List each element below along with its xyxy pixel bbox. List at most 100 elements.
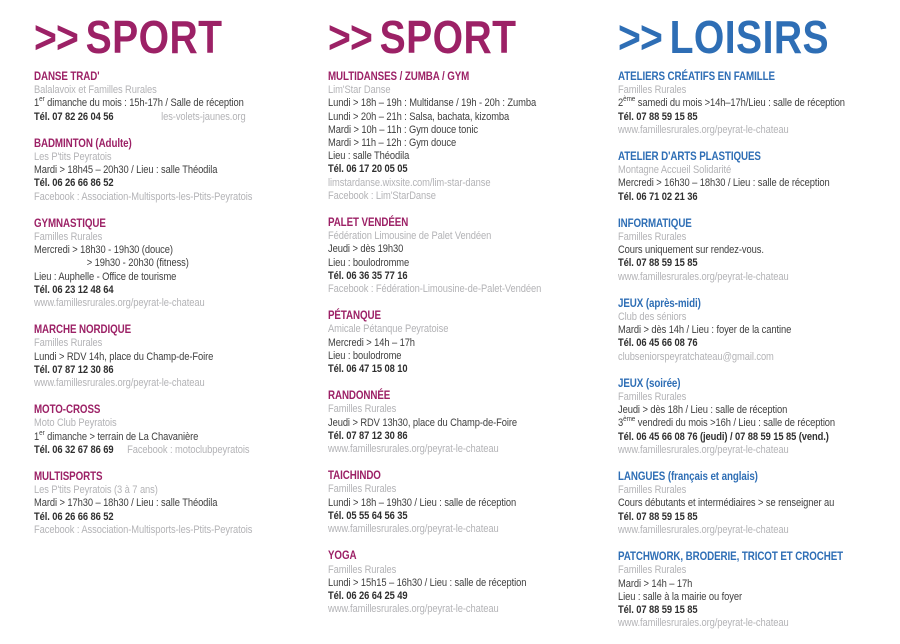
org-line: Balalavoix et Familles Rurales bbox=[34, 84, 320, 97]
info-line: Cours débutants et intermédiaires > se r… bbox=[618, 497, 900, 510]
info-line: Cours uniquement sur rendez-vous. bbox=[618, 244, 900, 257]
activity-title: JEUX (après-midi) bbox=[618, 297, 701, 310]
schedule-line: Lundi > 20h – 21h : Salsa, bachata, kizo… bbox=[328, 111, 614, 124]
activity-entry: MARCHE NORDIQUE Familles Rurales Lundi > R… bbox=[34, 324, 320, 390]
venue-line: Lieu : salle Théodila bbox=[328, 150, 614, 163]
website-line: www.famillesrurales.org/peyrat-le-chatea… bbox=[618, 271, 900, 284]
text-segment: Mardi > 14h – 17h bbox=[618, 577, 693, 590]
activity-entry: JEUX (après-midi) Club des séniors Mardi >… bbox=[618, 298, 900, 364]
text-segment: Lieu : salle Théodila bbox=[328, 150, 410, 163]
activity-entry: JEUX (soirée) Familles Rurales Jeudi > dès… bbox=[618, 378, 900, 457]
activity-entry: INFORMATIQUE Familles Rurales Cours unique… bbox=[618, 218, 900, 284]
activity-entry: MULTISPORTS Les P'tits Peyratois (3 à 7 a… bbox=[34, 471, 320, 537]
text-segment: Familles Rurales bbox=[618, 391, 687, 404]
org-line: Familles Rurales bbox=[618, 564, 900, 577]
text-segment: www.famillesrurales.org/peyrat-le-chatea… bbox=[618, 123, 789, 136]
website-line: www.famillesrurales.org/peyrat-le-chatea… bbox=[328, 523, 614, 536]
schedule-line: Jeudi > dès 18h / Lieu : salle de récept… bbox=[618, 404, 900, 417]
facebook-line: Facebook : Fédération-Limousine-de-Palet… bbox=[328, 283, 614, 296]
text-segment: Tél. 06 45 66 08 76 bbox=[618, 337, 698, 350]
text-segment: Familles Rurales bbox=[618, 231, 687, 244]
chevrons-icon: >> bbox=[618, 11, 663, 63]
activity-title: DANSE TRAD' bbox=[34, 71, 100, 83]
activity-title: RANDONNÉE bbox=[328, 390, 391, 403]
venue-line: Lieu : salle à la mairie ou foyer bbox=[618, 591, 900, 604]
text-segment: Jeudi > RDV 13h30, place du Champ-de-Foi… bbox=[328, 416, 517, 429]
text-segment: ème bbox=[623, 94, 636, 104]
text-segment: Familles Rurales bbox=[328, 403, 397, 416]
text-segment: Mardi > 18h45 – 20h30 / Lieu : salle Thé… bbox=[34, 164, 218, 177]
text-segment: Tél. 07 88 59 15 85 bbox=[618, 257, 698, 270]
text-segment: Tél. 06 71 02 21 36 bbox=[618, 190, 698, 203]
activity-title: MOTO-CROSS bbox=[34, 404, 101, 417]
text-segment: Amicale Pétanque Peyratoise bbox=[328, 323, 449, 336]
phone-line: Tél. 07 87 12 30 86 bbox=[34, 364, 320, 377]
section-title: SPORT bbox=[379, 11, 517, 63]
text-segment: Mercredi > 18h30 - 19h30 (douce) bbox=[34, 244, 173, 257]
text-segment: Les P'tits Peyratois bbox=[34, 151, 112, 164]
schedule-line: Mercredi > 18h30 - 19h30 (douce) bbox=[34, 244, 320, 257]
activity-entry: PÉTANQUE Amicale Pétanque Peyratoise Mercr… bbox=[328, 310, 614, 376]
org-line: Familles Rurales bbox=[618, 391, 900, 404]
phone-line: Tél. 05 55 64 56 35 bbox=[328, 510, 614, 523]
website-line: www.famillesrurales.org/peyrat-le-chatea… bbox=[618, 124, 900, 137]
text-segment: Cours débutants et intermédiaires > se r… bbox=[618, 497, 835, 510]
text-segment: Mardi > dès 14h / Lieu : foyer de la can… bbox=[618, 324, 792, 337]
text-segment: Jeudi > dès 19h30 bbox=[328, 243, 404, 256]
text-segment: Lieu : salle à la mairie ou foyer bbox=[618, 590, 743, 603]
schedule-line: Mercredi > 16h30 – 18h30 / Lieu : salle … bbox=[618, 177, 900, 190]
text-segment: Tél. 06 26 66 86 52 bbox=[34, 510, 114, 523]
text-segment: clubseniorspeyratchateau@gmail.com bbox=[618, 350, 774, 363]
phone-line: Tél. 06 36 35 77 16 bbox=[328, 270, 614, 283]
text-segment: www.famillesrurales.org/peyrat-le-chatea… bbox=[618, 617, 789, 630]
activity-title: MULTISPORTS bbox=[34, 471, 103, 484]
text-segment: www.famillesrurales.org/peyrat-le-chatea… bbox=[328, 523, 499, 536]
sport-column-1: >> SPORT DANSE TRAD' Balalavoix et Famille… bbox=[34, 14, 320, 551]
text-segment: Familles Rurales bbox=[328, 563, 397, 576]
text-segment: 1 bbox=[34, 97, 40, 110]
text-segment: ème bbox=[623, 414, 636, 424]
activity-title: MARCHE NORDIQUE bbox=[34, 324, 132, 337]
org-line: Les P'tits Peyratois bbox=[34, 151, 320, 164]
org-line: Familles Rurales bbox=[328, 403, 614, 416]
text-segment: Tél. 06 47 15 08 10 bbox=[328, 363, 408, 376]
phone-line: Tél. 07 87 12 30 86 bbox=[328, 430, 614, 443]
activity-title: LANGUES (français et anglais) bbox=[618, 471, 758, 484]
phone-line: Tél. 06 71 02 21 36 bbox=[618, 191, 900, 204]
activity-entry: BADMINTON (Adulte) Les P'tits Peyratois Ma… bbox=[34, 138, 320, 204]
text-segment: Lundi > 18h – 19h : Multidanse / 19h - 2… bbox=[328, 97, 537, 110]
org-line: Montagne Accueil Solidarité bbox=[618, 164, 900, 177]
activity-entry: RANDONNÉE Familles Rurales Jeudi > RDV 13h… bbox=[328, 390, 614, 456]
text-segment: Lieu : boulodrome bbox=[328, 349, 402, 362]
text-segment: Facebook : Fédération-Limousine-de-Palet… bbox=[328, 283, 542, 296]
schedule-line: Lundi > 18h – 19h30 / Lieu : salle de ré… bbox=[328, 497, 614, 510]
text-segment: Jeudi > dès 18h / Lieu : salle de récept… bbox=[618, 404, 788, 417]
website-line: www.famillesrurales.org/peyrat-le-chatea… bbox=[328, 603, 614, 616]
activity-title: PÉTANQUE bbox=[328, 310, 381, 323]
phone-line: Tél. 06 45 66 08 76 (jeudi) / 07 88 59 1… bbox=[618, 431, 900, 444]
chevrons-icon: >> bbox=[328, 11, 373, 63]
text-segment: Tél. 07 87 12 30 86 bbox=[328, 429, 408, 442]
activity-title: MULTIDANSES / ZUMBA / GYM bbox=[328, 71, 470, 83]
org-line: Les P'tits Peyratois (3 à 7 ans) bbox=[34, 484, 320, 497]
website-line: www.famillesrurales.org/peyrat-le-chatea… bbox=[34, 297, 320, 310]
text-segment: samedi du mois >14h–17h/Lieu : salle de … bbox=[635, 97, 845, 110]
text-segment: 2 bbox=[618, 97, 624, 110]
chevrons-icon: >> bbox=[34, 11, 79, 63]
phone-line: Tél. 07 88 59 15 85 bbox=[618, 604, 900, 617]
phone-line: Tél. 06 32 67 86 69 Facebook : motoclubpe… bbox=[34, 444, 320, 457]
activity-title: INFORMATIQUE bbox=[618, 217, 692, 230]
text-segment: Mardi > 17h30 – 18h30 / Lieu : salle Thé… bbox=[34, 497, 218, 510]
schedule-line: > 19h30 - 20h30 (fitness) bbox=[34, 257, 320, 270]
org-line: Familles Rurales bbox=[328, 483, 614, 496]
schedule-line: Jeudi > RDV 13h30, place du Champ-de-Foi… bbox=[328, 417, 614, 430]
phone-line: Tél. 06 45 66 08 76 bbox=[618, 337, 900, 350]
text-segment: dimanche du mois : 15h-17h / Salle de ré… bbox=[44, 97, 244, 110]
activity-title: ATELIER D'ARTS PLASTIQUES bbox=[618, 151, 761, 164]
text-segment: Tél. 05 55 64 56 35 bbox=[328, 509, 408, 522]
phone-line: Tél. 06 26 66 86 52 bbox=[34, 511, 320, 524]
schedule-line: Lundi > 15h15 – 16h30 / Lieu : salle de … bbox=[328, 577, 614, 590]
schedule-line: Lundi > RDV 14h, place du Champ-de-Foire bbox=[34, 351, 320, 364]
activity-title: JEUX (soirée) bbox=[618, 377, 681, 390]
text-segment: Lim'Star Danse bbox=[328, 84, 391, 97]
